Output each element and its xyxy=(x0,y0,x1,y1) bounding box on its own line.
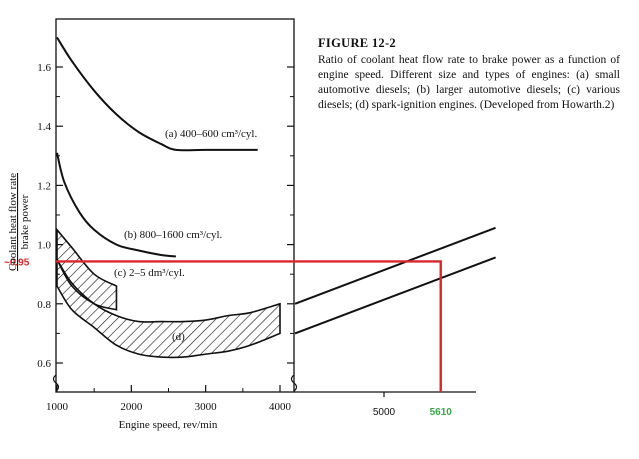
y-tick-label: 0.6 xyxy=(37,358,51,370)
series-label-b: (b) 800–1600 cm³/cyl. xyxy=(124,229,223,241)
series-label-a: (a) 400–600 cm³/cyl. xyxy=(165,128,257,140)
extension-lower-line xyxy=(294,256,496,335)
annotation-guide-line xyxy=(56,260,442,392)
series-label-d: (d) xyxy=(172,331,185,343)
axis-break-mark xyxy=(290,374,298,392)
figure-caption: FIGURE 12-2 Ratio of coolant heat flow r… xyxy=(318,36,620,113)
x-tick-label: 4000 xyxy=(269,401,292,413)
x-tick-label: 2000 xyxy=(120,401,143,413)
axis-break-mark xyxy=(52,374,60,392)
y-tick-label: 1.2 xyxy=(37,180,51,192)
x-axis-label: Engine speed, rev/min xyxy=(119,419,218,431)
y-axis-label-bottom: brake power xyxy=(19,194,31,249)
extension-upper-line xyxy=(294,226,496,305)
series-band-d xyxy=(56,256,281,359)
annotation-y-label: ~0.95 xyxy=(4,257,30,268)
figure-caption-text: Ratio of coolant heat flow rate to brake… xyxy=(318,54,620,111)
series-line-a xyxy=(56,36,258,152)
plot-frame xyxy=(55,18,295,393)
curve-labels: (a) 400–600 cm³/cyl. (b) 800–1600 cm³/cy… xyxy=(114,128,257,343)
annotation-x-label: 5610 xyxy=(430,407,453,418)
y-axis-label-top: Coolant heat flow rate xyxy=(7,173,19,271)
y-tick-label: 1.0 xyxy=(37,240,51,252)
figure-title: FIGURE 12-2 xyxy=(318,36,396,50)
y-tick-label: 0.8 xyxy=(37,299,51,311)
x-tick-label: 1000 xyxy=(46,401,69,413)
series-band-c xyxy=(56,227,118,311)
x-tick-label: 3000 xyxy=(195,401,218,413)
series-line-b xyxy=(56,152,177,258)
series-label-c: (c) 2–5 dm³/cyl. xyxy=(114,267,185,279)
y-axis-title: Coolant heat flow rate brake power xyxy=(7,173,31,271)
y-tick-label: 1.4 xyxy=(37,121,51,133)
extension-x-tick-label: 5000 xyxy=(373,407,396,418)
y-tick-label: 1.6 xyxy=(37,62,51,74)
